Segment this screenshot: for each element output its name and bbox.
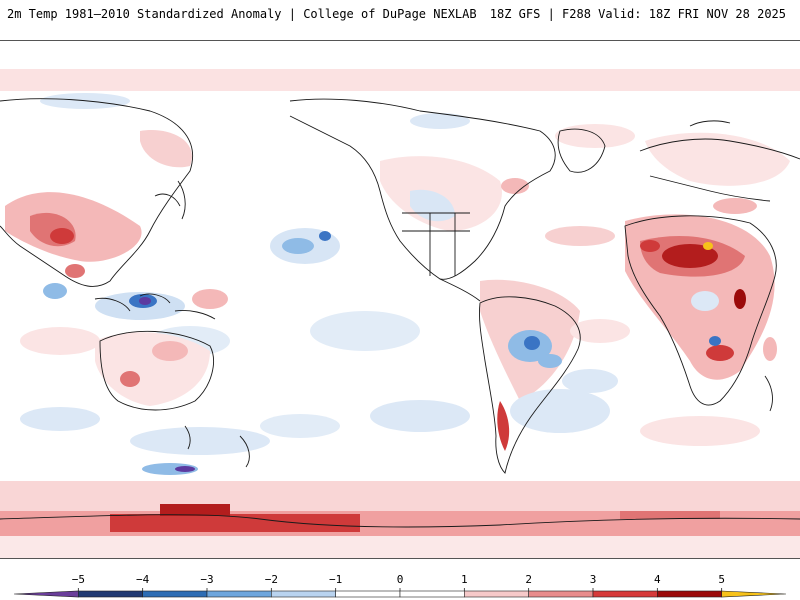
colorbar-segment [142,590,208,598]
colorbar-tick-label: 2 [525,573,532,586]
colorbar-tick-label: −2 [265,573,278,586]
anomaly-shading [0,69,800,558]
colorbar-tick-label: −5 [72,573,85,586]
colorbar-tick-label: 1 [461,573,468,586]
model-valid-time: 18Z GFS | F288 Valid: 18Z FRI NOV 28 202… [489,7,786,21]
anomaly-map [0,40,800,559]
colorbar-tick-label: 3 [590,573,597,586]
colorbar-segment [464,590,529,598]
map-canvas [0,41,800,558]
colorbar: −5 −4 −3 −2 −1 0 1 2 3 4 5 [13,573,787,598]
coastlines [0,98,800,528]
colorbar-segment [721,590,787,598]
chart-title: 2m Temp 1981–2010 Standardized Anomaly |… [7,7,477,21]
colorbar-tick-label: −3 [200,573,213,586]
colorbar-segment [399,590,465,598]
colorbar-tick-label: −4 [136,573,150,586]
colorbar-segment [335,590,401,598]
colorbar-tick-label: −1 [329,573,342,586]
colorbar-segment [657,590,722,598]
colorbar-segment [271,590,336,598]
colorbar-tick-label: 4 [654,573,661,586]
colorbar-segment [13,590,79,598]
colorbar-segment [78,590,143,598]
colorbar-segment [528,590,594,598]
colorbar-tick-label: 5 [718,573,725,586]
colorbar-segment [206,590,272,598]
colorbar-segment [592,590,658,598]
colorbar-tick-label: 0 [397,573,404,586]
